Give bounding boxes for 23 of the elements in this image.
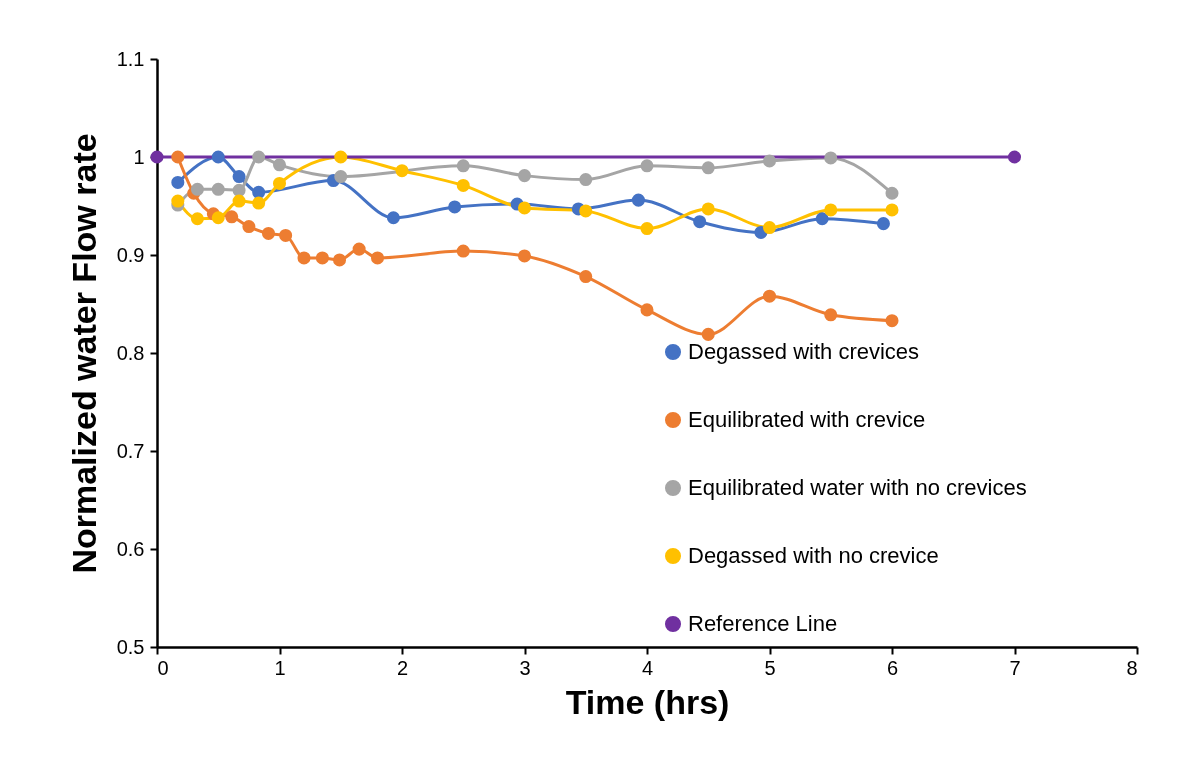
- legend-label: Equilibrated water with no crevices: [688, 475, 1027, 500]
- x-tick-label: 2: [396, 656, 409, 679]
- y-tick-label: 0.5: [116, 635, 145, 658]
- x-tick-label: 8: [1126, 656, 1138, 679]
- x-tick-label: 7: [1009, 656, 1021, 679]
- x-tick-label: 6: [886, 656, 899, 679]
- legend-label: Degassed with crevices: [688, 339, 920, 364]
- legend-label: Reference Line: [688, 611, 838, 636]
- y-tick-label: 0.7: [116, 439, 145, 462]
- x-tick-label: 3: [519, 656, 531, 679]
- x-tick-label: 0: [157, 656, 169, 679]
- legend-label: Degassed with no crevice: [688, 543, 939, 568]
- y-axis-title: Normalized water Flow rate: [64, 133, 103, 574]
- x-tick-label: 4: [641, 656, 654, 679]
- x-tick-label: 5: [764, 656, 776, 679]
- legend-label: Equilibrated with crevice: [688, 407, 926, 432]
- y-tick-label: 0.9: [116, 243, 145, 266]
- x-axis-title: Time (hrs): [565, 682, 730, 721]
- y-tick-label: 1.1: [116, 47, 145, 70]
- y-tick-label: 0.8: [116, 341, 145, 364]
- x-tick-label: 1: [274, 656, 286, 679]
- y-tick-label: 1: [133, 145, 145, 168]
- y-tick-label: 0.6: [116, 537, 145, 560]
